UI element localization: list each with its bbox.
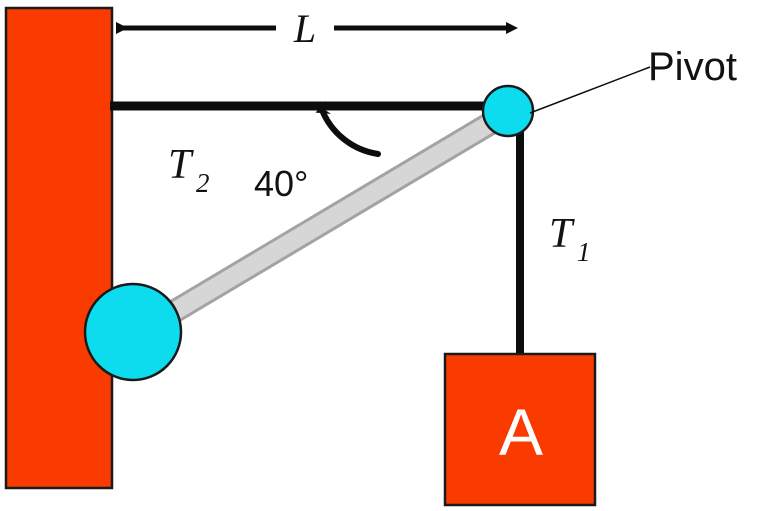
diagonal-support-rod (153, 103, 513, 331)
pivot-label: Pivot (648, 45, 737, 89)
angle-label-40: 40° (254, 163, 308, 204)
hanging-block-a (443, 352, 597, 507)
block-a-letter: A (499, 395, 543, 469)
length-label: L (293, 6, 316, 51)
wall-hinge-joint (83, 282, 183, 382)
tension-t2-subscript: 2 (196, 168, 210, 198)
angle-arc-40 (315, 100, 381, 157)
vertical-wall (4, 6, 114, 490)
tension-t1-base: T (549, 211, 575, 257)
tension-t1-subscript: 1 (577, 237, 591, 267)
tension-label-t1: T 1 (549, 211, 591, 267)
pivot-leader-line (529, 66, 651, 114)
pivot-joint (481, 84, 535, 138)
tension-t2-base: T (168, 142, 194, 188)
tension-label-t2: T 2 (168, 142, 210, 198)
